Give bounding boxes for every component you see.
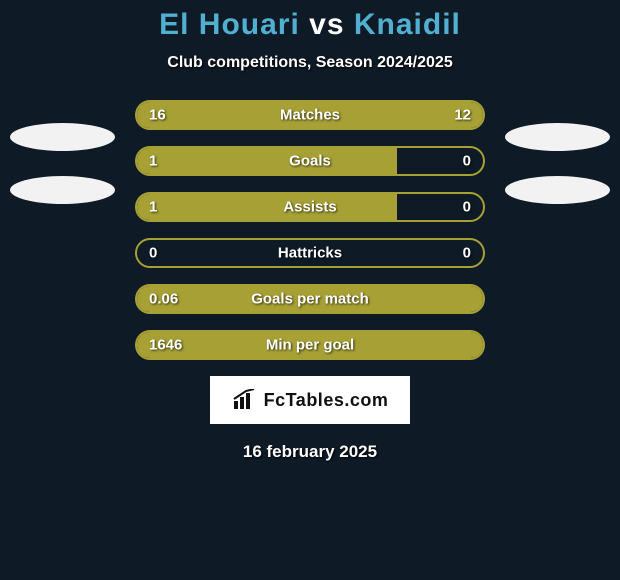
stat-label: Goals [289,153,331,170]
stat-label: Min per goal [266,337,354,354]
stat-label: Hattricks [278,245,342,262]
subtitle: Club competitions, Season 2024/2025 [0,54,620,72]
player1-avatar-placeholder [10,123,115,151]
page-title: El Houari vs Knaidil [0,8,620,42]
brand-chart-icon [232,389,258,411]
stat-value-left: 0.06 [149,291,178,308]
stat-bar: 0.06 Goals per match [135,284,485,314]
stat-value-left: 1646 [149,337,182,354]
player2-name: Knaidil [354,8,461,41]
date-text: 16 february 2025 [0,442,620,462]
stat-bar: 1 Assists 0 [135,192,485,222]
stat-value-left: 16 [149,107,166,124]
stat-bar: 0 Hattricks 0 [135,238,485,268]
player1-name: El Houari [159,8,300,41]
player2-club-placeholder [505,176,610,204]
stat-value-right: 0 [463,153,471,170]
stat-label: Goals per match [251,291,369,308]
stat-fill-left [137,194,397,220]
stat-bar: 1 Goals 0 [135,146,485,176]
stat-bars: 16 Matches 12 1 Goals 0 1 Assists 0 0 Hattricks 0 0.… [135,100,485,360]
stat-value-left: 1 [149,153,157,170]
stat-value-right: 12 [454,107,471,124]
comparison-card: El Houari vs Knaidil Club competitions, … [0,0,620,580]
brand-badge: FcTables.com [210,376,410,424]
vs-text: vs [309,8,344,41]
stat-bar: 1646 Min per goal [135,330,485,360]
stat-bar: 16 Matches 12 [135,100,485,130]
player2-avatar-placeholder [505,123,610,151]
stat-value-left: 0 [149,245,157,262]
stat-value-right: 0 [463,199,471,216]
stat-label: Matches [280,107,340,124]
player1-club-placeholder [10,176,115,204]
stat-label: Assists [283,199,336,216]
brand-text: FcTables.com [264,390,389,411]
stat-value-right: 0 [463,245,471,262]
stat-fill-left [137,148,397,174]
stat-value-left: 1 [149,199,157,216]
